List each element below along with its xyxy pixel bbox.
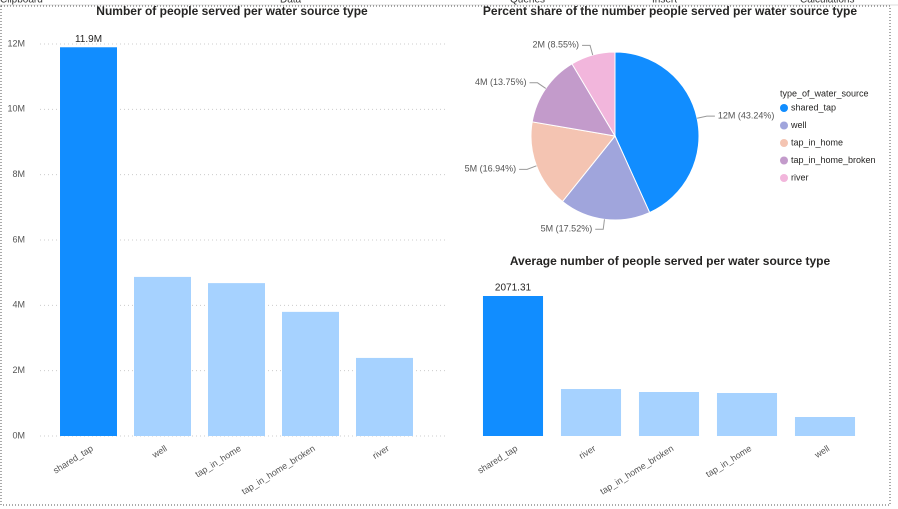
bar [134,276,191,436]
bar [60,47,117,437]
page-border [0,5,891,506]
x-tick-label: tap_in_home [193,443,242,479]
chart-title: Average number of people served per wate… [510,254,831,268]
x-tick-label: tap_in_home_broken [598,443,675,496]
data-label: 5M (16.94%) [465,164,517,174]
bar [794,417,856,436]
x-tick-label: shared_tap [476,443,520,475]
legend-entry[interactable]: tap_in_home [791,137,843,147]
data-label: 11.9M [75,34,102,45]
ribbon-tab[interactable]: Queries [510,0,545,6]
y-tick-label: 6M [12,234,25,244]
y-tick-label: 2M [12,365,25,375]
x-tick-label: tap_in_home [704,443,753,479]
x-tick-label: river [577,443,597,461]
legend-marker [780,174,788,182]
ribbon-tab[interactable]: Data [280,0,302,6]
bar [560,389,622,436]
chart-title: Percent share of the number people serve… [483,4,857,18]
data-label: 2071.31 [495,283,532,294]
x-tick-label: well [812,443,831,460]
pie-slice [571,51,616,138]
x-tick-label: well [150,443,169,460]
pie-slice [614,51,700,214]
leader-line [697,115,715,119]
bar [716,393,778,436]
leader-line [519,165,537,170]
bar [208,283,265,436]
leader-line [582,44,594,56]
pie-slice [561,135,651,221]
ribbon-tab[interactable]: Insert [652,0,677,6]
leader-line [529,82,547,89]
legend-marker [780,121,788,130]
data-label: 4M (13.75%) [475,77,527,87]
legend-marker [780,139,788,147]
y-tick-label: 4M [12,300,25,310]
legend-entry[interactable]: river [791,172,809,182]
y-tick-label: 12M [7,38,25,48]
y-tick-label: 8M [12,169,25,179]
legend-title: type_of_water_source [780,88,869,98]
data-label: 5M (17.52%) [541,224,593,234]
pie-slice [531,63,616,137]
chart-title: Number of people served per water source… [96,4,368,18]
legend-entry[interactable]: well [790,120,807,130]
data-label: 12M (43.24%) [718,111,775,121]
pie-slice [530,121,616,203]
bar [482,296,544,436]
bar [356,357,413,436]
x-tick-label: tap_in_home_broken [240,443,317,496]
x-tick-label: shared_tap [51,443,95,475]
leader-line [595,219,605,230]
bar [638,391,700,436]
legend-entry[interactable]: tap_in_home_broken [791,155,876,165]
y-tick-label: 0M [12,430,25,440]
legend-marker [780,104,788,112]
data-label: 2M (8.55%) [533,40,580,50]
ribbon-tab[interactable]: Calculations [800,0,854,6]
ribbon-tab[interactable]: Clipboard [0,0,43,6]
x-tick-label: river [371,443,391,461]
y-tick-label: 10M [7,104,25,114]
legend-entry[interactable]: shared_tap [791,102,836,112]
bar [282,311,339,436]
legend-marker [780,156,788,165]
